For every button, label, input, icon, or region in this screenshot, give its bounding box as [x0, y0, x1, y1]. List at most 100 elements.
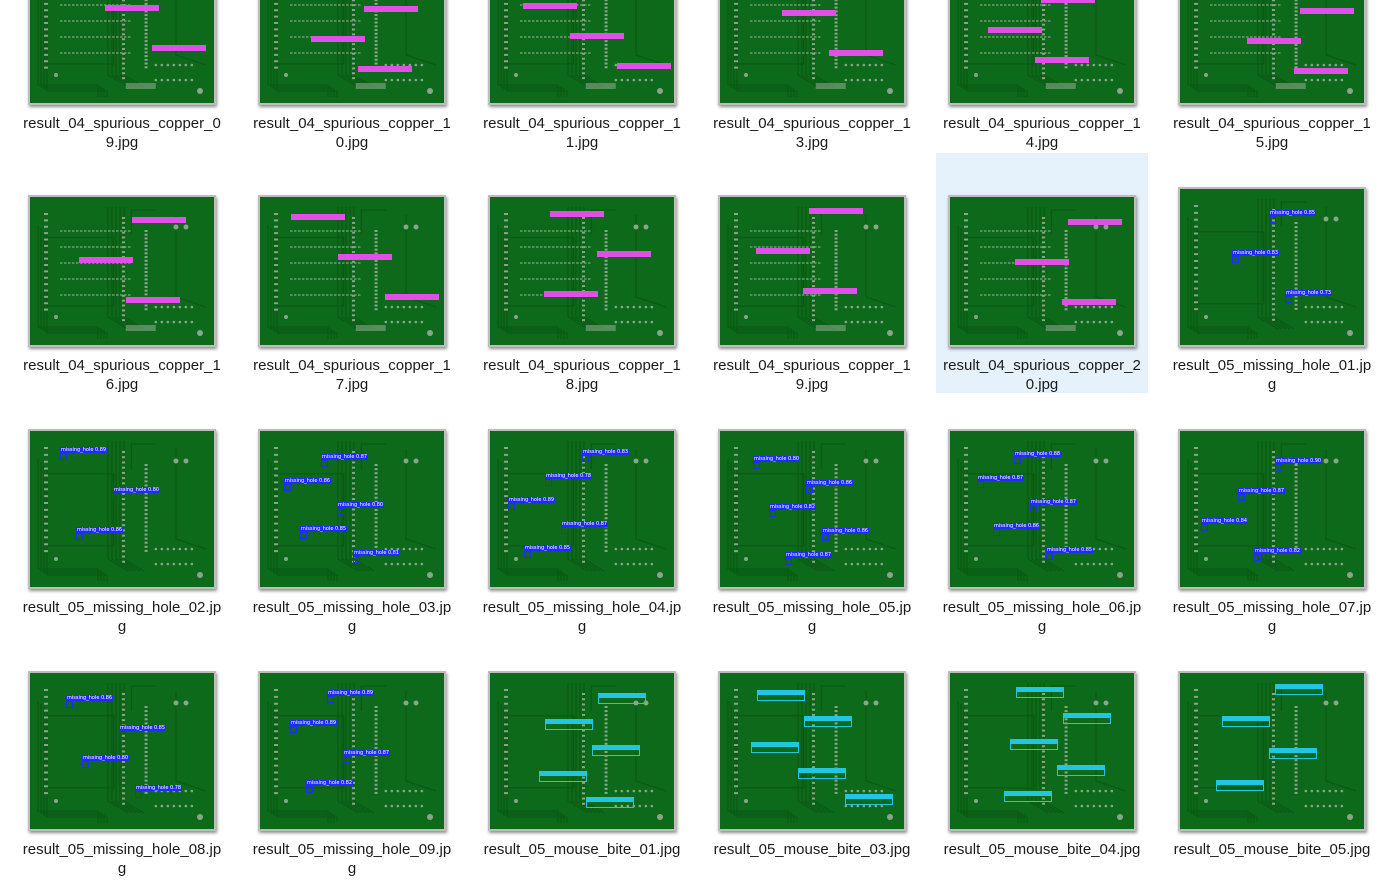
file-name-label[interactable]: result_05_mouse_bite_04.jpg [943, 841, 1141, 858]
file-thumbnail[interactable] [718, 671, 906, 831]
file-name-label[interactable]: result_05_missing_hole_05.jpg [712, 599, 912, 635]
file-name-label[interactable]: result_05_mouse_bite_01.jpg [483, 841, 681, 858]
detection-box [798, 768, 846, 779]
file-item[interactable]: result_04_spurious_copper_19.jpg [706, 153, 918, 393]
file-name-label[interactable]: result_04_spurious_copper_13.jpg [713, 115, 911, 151]
file-name-label[interactable]: result_05_missing_hole_04.jpg [482, 599, 682, 635]
file-item[interactable]: result_05_mouse_bite_03.jpg [706, 637, 918, 877]
file-item[interactable]: result_04_spurious_copper_16.jpg [16, 153, 228, 393]
file-name-label[interactable]: result_05_missing_hole_02.jpg [22, 599, 222, 635]
file-name-label[interactable]: result_04_spurious_copper_16.jpg [23, 357, 221, 393]
file-item[interactable]: missing_hole 0.85 missing_hole 0.83 missin… [1166, 153, 1378, 393]
file-name-label[interactable]: result_05_mouse_bite_05.jpg [1173, 841, 1371, 858]
detection-box [1222, 716, 1270, 727]
file-item[interactable]: missing_hole 0.80 missing_hole 0.86 missin… [706, 395, 918, 635]
file-thumbnail[interactable] [258, 195, 446, 347]
file-thumbnail[interactable]: missing_hole 0.83 missing_hole 0.78 missin… [488, 429, 676, 589]
file-name-label[interactable]: result_05_missing_hole_07.jpg [1172, 599, 1372, 635]
file-item[interactable]: missing_hole 0.88 missing_hole 0.87 missin… [936, 395, 1148, 635]
file-item[interactable]: result_04_spurious_copper_13.jpg [706, 0, 918, 151]
detection-square [82, 761, 89, 768]
file-thumbnail[interactable]: missing_hole 0.89 missing_hole 0.89 missin… [258, 671, 446, 831]
file-name-label[interactable]: result_04_spurious_copper_17.jpg [253, 357, 451, 393]
file-name-label[interactable]: result_05_missing_hole_03.jpg [252, 599, 452, 635]
file-thumbnail[interactable] [28, 0, 216, 105]
file-item[interactable]: result_04_spurious_copper_17.jpg [246, 153, 458, 393]
file-thumbnail[interactable]: missing_hole 0.80 missing_hole 0.86 missin… [718, 429, 906, 589]
file-thumbnail[interactable] [28, 195, 216, 347]
file-name-label[interactable]: result_05_missing_hole_01.jpg [1172, 357, 1372, 393]
detection-box [1015, 259, 1069, 265]
file-name-label[interactable]: result_04_spurious_copper_20.jpg [943, 357, 1141, 393]
file-name-label[interactable]: result_04_spurious_copper_11.jpg [483, 115, 681, 151]
file-thumbnail[interactable] [488, 671, 676, 831]
detection-box [1035, 57, 1089, 63]
detection-box: missing_hole 0.73 [1285, 290, 1333, 303]
detection-label: missing_hole 0.84 [1201, 518, 1249, 524]
file-name-label[interactable]: result_05_mouse_bite_03.jpg [713, 841, 911, 858]
file-item[interactable]: missing_hole 0.89 missing_hole 0.89 missin… [246, 637, 458, 877]
file-thumbnail[interactable]: missing_hole 0.86 missing_hole 0.85 missin… [28, 671, 216, 831]
file-name-label[interactable]: result_04_spurious_copper_14.jpg [943, 115, 1141, 151]
file-thumbnail[interactable] [948, 671, 1136, 831]
file-thumbnail[interactable] [1178, 671, 1366, 831]
file-thumbnail[interactable] [1178, 0, 1366, 105]
detection-label: missing_hole 0.90 [1275, 458, 1323, 464]
file-name-label[interactable]: result_05_missing_hole_08.jpg [22, 841, 222, 877]
detection-square [343, 756, 350, 763]
file-item[interactable]: result_05_mouse_bite_05.jpg [1166, 637, 1378, 877]
file-name-label[interactable]: result_04_spurious_copper_15.jpg [1173, 115, 1371, 151]
file-thumbnail[interactable]: missing_hole 0.90 missing_hole 0.87 missin… [1178, 429, 1366, 589]
file-thumbnail[interactable]: missing_hole 0.85 missing_hole 0.83 missin… [1178, 187, 1366, 347]
file-item[interactable]: missing_hole 0.89 missing_hole 0.80 missin… [16, 395, 228, 635]
file-thumbnail[interactable] [258, 0, 446, 105]
detection-square [1254, 554, 1261, 561]
file-thumbnail[interactable]: missing_hole 0.87 missing_hole 0.86 missin… [258, 429, 446, 589]
file-name-label[interactable]: result_05_missing_hole_06.jpg [942, 599, 1142, 635]
file-item[interactable]: missing_hole 0.90 missing_hole 0.87 missin… [1166, 395, 1378, 635]
file-item[interactable]: result_04_spurious_copper_20.jpg [936, 153, 1148, 393]
file-item[interactable]: result_04_spurious_copper_11.jpg [476, 0, 688, 151]
detection-box: missing_hole 0.87 [785, 552, 833, 565]
detection-square [769, 510, 776, 517]
file-name-label[interactable]: result_04_spurious_copper_09.jpg [23, 115, 221, 151]
detection-label: missing_hole 0.86 [822, 528, 870, 534]
file-thumbnail[interactable] [948, 0, 1136, 105]
detection-square [353, 556, 360, 563]
file-thumbnail[interactable] [488, 195, 676, 347]
detection-box: missing_hole 0.87 [1030, 499, 1078, 512]
file-thumbnail[interactable]: missing_hole 0.89 missing_hole 0.80 missin… [28, 429, 216, 589]
file-item[interactable]: missing_hole 0.83 missing_hole 0.78 missin… [476, 395, 688, 635]
file-item[interactable]: result_04_spurious_copper_18.jpg [476, 153, 688, 393]
file-name-label[interactable]: result_04_spurious_copper_18.jpg [483, 357, 681, 393]
file-name-label[interactable]: result_04_spurious_copper_19.jpg [713, 357, 911, 393]
detection-label: missing_hole 0.86 [806, 480, 854, 486]
file-item[interactable]: missing_hole 0.86 missing_hole 0.85 missin… [16, 637, 228, 877]
file-name-label[interactable]: result_04_spurious_copper_10.jpg [253, 115, 451, 151]
file-item[interactable]: result_04_spurious_copper_14.jpg [936, 0, 1148, 151]
detection-label: missing_hole 0.85 [1269, 210, 1317, 216]
file-thumbnail[interactable] [718, 195, 906, 347]
file-thumbnail[interactable] [718, 0, 906, 105]
detection-box: missing_hole 0.87 [561, 521, 609, 534]
detection-square [1201, 524, 1208, 531]
file-item[interactable]: missing_hole 0.87 missing_hole 0.86 missin… [246, 395, 458, 635]
detection-label: missing_hole 0.85 [524, 545, 572, 551]
file-item[interactable]: result_04_spurious_copper_15.jpg [1166, 0, 1378, 151]
file-thumbnail[interactable] [488, 0, 676, 105]
file-name-label[interactable]: result_05_missing_hole_09.jpg [252, 841, 452, 877]
file-item[interactable]: result_04_spurious_copper_10.jpg [246, 0, 458, 151]
detection-label: missing_hole 0.83 [582, 449, 630, 455]
detection-label: missing_hole 0.83 [1232, 250, 1280, 256]
detection-box [598, 693, 646, 704]
detection-box [570, 33, 624, 39]
detection-label: missing_hole 0.89 [327, 690, 375, 696]
file-thumbnail[interactable] [948, 195, 1136, 347]
file-item[interactable]: result_05_mouse_bite_04.jpg [936, 637, 1148, 877]
file-thumbnail[interactable]: missing_hole 0.88 missing_hole 0.87 missin… [948, 429, 1136, 589]
file-item[interactable]: result_05_mouse_bite_01.jpg [476, 637, 688, 877]
detection-square [1030, 505, 1037, 512]
detection-box: missing_hole 0.89 [508, 497, 556, 510]
file-item[interactable]: result_04_spurious_copper_09.jpg [16, 0, 228, 151]
detection-square [300, 532, 307, 539]
